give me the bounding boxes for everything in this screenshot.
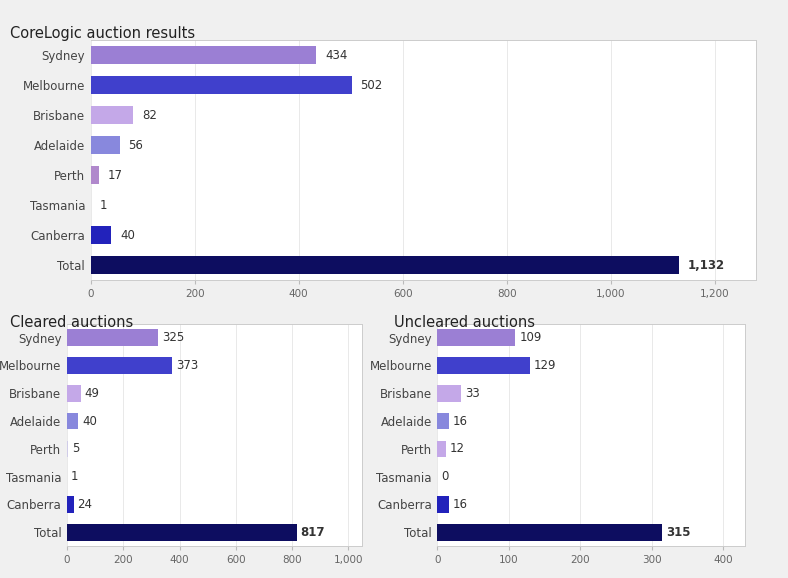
Text: 0: 0 — [441, 470, 448, 483]
Text: 315: 315 — [667, 526, 691, 539]
Text: 82: 82 — [142, 109, 157, 122]
Bar — [437, 496, 449, 513]
Text: 129: 129 — [533, 359, 556, 372]
Text: CoreLogic auction results: CoreLogic auction results — [10, 26, 195, 41]
Text: 12: 12 — [450, 442, 465, 455]
Bar — [91, 136, 120, 154]
Bar — [437, 524, 663, 540]
Bar — [67, 357, 172, 374]
Text: 16: 16 — [453, 498, 468, 511]
Text: 817: 817 — [301, 526, 325, 539]
Bar — [437, 329, 515, 346]
Text: 502: 502 — [360, 79, 383, 92]
Bar — [91, 227, 111, 244]
Bar — [91, 256, 679, 275]
Text: 1: 1 — [100, 199, 107, 212]
Bar — [67, 496, 74, 513]
Bar — [67, 329, 158, 346]
Text: 40: 40 — [82, 414, 97, 428]
Bar — [91, 46, 317, 64]
Bar — [67, 440, 69, 457]
Text: Uncleared auctions: Uncleared auctions — [394, 315, 535, 330]
Text: Cleared auctions: Cleared auctions — [10, 315, 133, 330]
Bar — [91, 106, 133, 124]
Bar — [91, 166, 99, 184]
Text: 33: 33 — [465, 387, 480, 400]
Bar — [67, 524, 297, 540]
Text: 109: 109 — [519, 331, 541, 344]
Bar — [67, 385, 81, 402]
Bar — [437, 440, 446, 457]
Text: 1: 1 — [71, 470, 79, 483]
Bar — [67, 413, 78, 429]
Text: 1,132: 1,132 — [688, 259, 725, 272]
Text: 17: 17 — [108, 169, 123, 182]
Bar — [437, 385, 461, 402]
Text: 434: 434 — [325, 49, 348, 62]
Text: 24: 24 — [77, 498, 92, 511]
Bar — [91, 76, 351, 94]
Text: 16: 16 — [453, 414, 468, 428]
Text: 40: 40 — [120, 229, 135, 242]
Bar — [437, 357, 530, 374]
Text: 5: 5 — [72, 442, 80, 455]
Bar — [437, 413, 449, 429]
Text: 49: 49 — [84, 387, 99, 400]
Text: 325: 325 — [162, 331, 184, 344]
Text: 56: 56 — [128, 139, 143, 152]
Text: 373: 373 — [176, 359, 198, 372]
